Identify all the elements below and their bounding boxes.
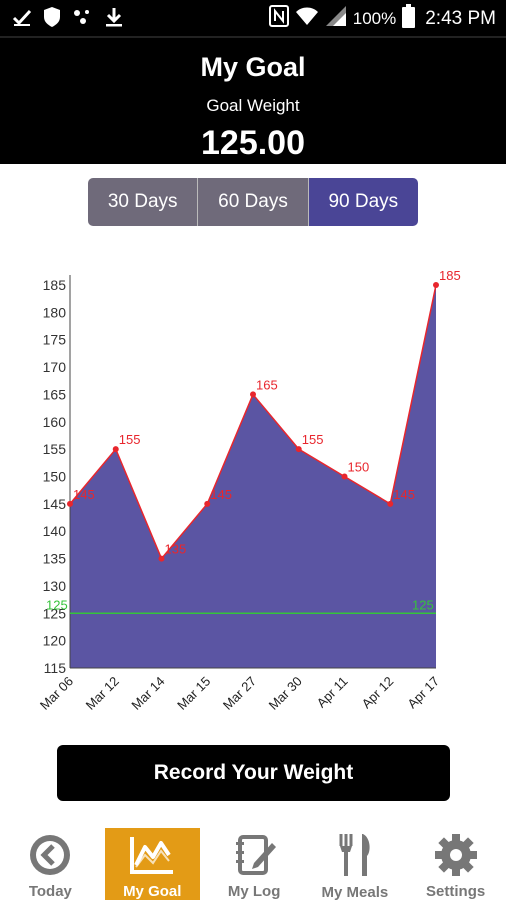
y-tick-label: 125 <box>43 605 67 621</box>
data-point <box>67 500 73 507</box>
fork-knife-icon <box>335 832 375 878</box>
data-point <box>112 446 119 453</box>
data-label: 155 <box>119 432 141 447</box>
record-weight-button[interactable]: Record Your Weight <box>57 745 450 801</box>
x-tick-label: Apr 17 <box>404 674 442 712</box>
y-tick-label: 150 <box>43 469 67 485</box>
shield-icon <box>42 6 62 28</box>
nav-today-label: Today <box>28 883 72 900</box>
y-tick-label: 130 <box>43 578 67 594</box>
notebook-icon <box>232 832 277 877</box>
tab-30-days[interactable]: 30 Days <box>88 178 199 226</box>
data-label: 155 <box>302 432 324 447</box>
x-tick-label: Apr 12 <box>359 674 397 712</box>
tab-90-days[interactable]: 90 Days <box>308 178 418 226</box>
tab-60-days[interactable]: 60 Days <box>198 178 309 226</box>
goal-label-right: 125 <box>412 597 434 612</box>
x-tick-label: Mar 06 <box>37 674 76 713</box>
y-tick-label: 170 <box>43 359 67 375</box>
nav-my-goal[interactable]: My Goal <box>104 828 200 900</box>
data-label: 165 <box>256 377 278 392</box>
clock: 2:43 PM <box>425 7 496 29</box>
bottom-nav: Today My Goal My Log My Meals <box>0 828 506 900</box>
data-label: 185 <box>439 268 461 283</box>
data-point <box>433 282 439 288</box>
data-label: 145 <box>73 487 95 502</box>
gear-icon <box>434 832 478 877</box>
nav-my-meals[interactable]: My Meals <box>305 828 406 900</box>
y-tick-label: 145 <box>43 496 67 512</box>
x-tick-label: Mar 30 <box>266 674 305 713</box>
x-tick-label: Mar 15 <box>174 674 213 713</box>
y-tick-label: 175 <box>43 332 67 348</box>
x-tick-label: Mar 27 <box>220 674 259 713</box>
back-circle-icon <box>28 832 72 877</box>
check-icon <box>12 7 32 27</box>
nfc-icon <box>268 5 289 32</box>
data-point <box>250 391 256 398</box>
status-bar: 100% 2:43 PM <box>0 0 506 36</box>
nav-my-log-label: My Log <box>227 883 281 900</box>
x-tick-label: Mar 14 <box>128 674 167 713</box>
y-tick-label: 160 <box>43 414 67 430</box>
y-tick-label: 140 <box>43 523 67 539</box>
weight-chart: 115 120 125 130 135 140 145 150 155 160 165 170 175 1… <box>0 240 506 740</box>
goal-weight-value: 125.00 <box>201 124 305 162</box>
y-tick-label: 120 <box>43 633 67 649</box>
chart-area-fill <box>70 285 436 668</box>
page-title: My Goal <box>200 52 306 82</box>
data-point <box>341 473 348 480</box>
nav-my-meals-label: My Meals <box>321 884 389 900</box>
data-label: 145 <box>210 487 232 502</box>
range-tabs: 30 Days 60 Days 90 Days <box>88 178 418 226</box>
goal-weight-label: Goal Weight <box>206 96 300 115</box>
weight-chart-svg: 115 120 125 130 135 140 145 150 155 160 165 170 175 1… <box>37 268 461 713</box>
data-label: 135 <box>165 542 187 557</box>
data-point <box>204 500 211 507</box>
y-tick-label: 165 <box>43 386 67 402</box>
x-tick-label: Mar 12 <box>83 674 122 713</box>
data-label: 150 <box>348 460 370 475</box>
y-tick-label: 115 <box>44 660 67 676</box>
y-tick-label: 180 <box>43 304 67 320</box>
wifi-icon <box>295 5 319 32</box>
goal-label-left: 125 <box>46 597 68 612</box>
dots-icon <box>72 7 94 27</box>
nav-settings-label: Settings <box>426 883 486 900</box>
nav-settings[interactable]: Settings <box>405 828 506 900</box>
nav-today[interactable]: Today <box>0 828 101 900</box>
x-tick-label: Apr 11 <box>314 674 351 711</box>
battery-percent: 100% <box>352 8 397 28</box>
nav-my-log[interactable]: My Log <box>204 828 305 900</box>
battery-icon <box>402 4 416 33</box>
y-tick-label: 135 <box>43 551 67 567</box>
y-tick-label: 185 <box>43 277 67 293</box>
download-icon <box>104 6 124 28</box>
chart-icon <box>129 832 175 877</box>
signal-icon <box>325 5 347 32</box>
data-point <box>387 500 394 507</box>
y-tick-label: 155 <box>43 441 67 457</box>
data-label: 145 <box>393 487 415 502</box>
data-point <box>158 555 165 562</box>
data-point <box>295 446 302 453</box>
goal-header: My Goal Goal Weight 125.00 <box>0 36 506 164</box>
nav-my-goal-label: My Goal <box>123 883 182 900</box>
